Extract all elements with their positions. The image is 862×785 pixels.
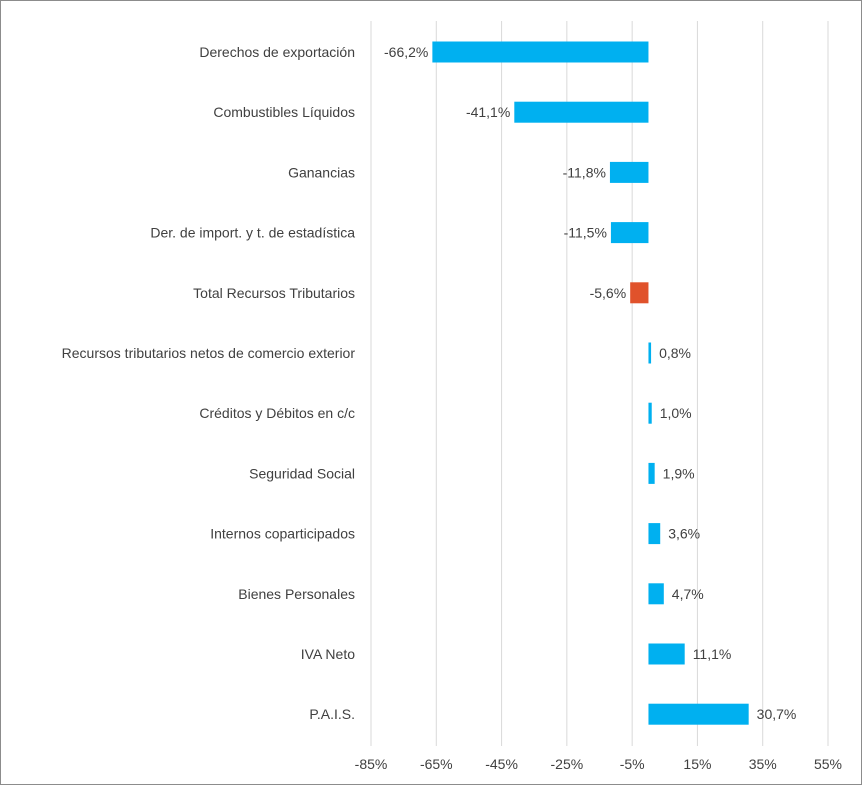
bar <box>432 41 649 63</box>
bar <box>648 643 685 665</box>
bar <box>648 703 749 725</box>
data-label: -11,5% <box>564 225 607 241</box>
category-label: IVA Neto <box>301 646 355 662</box>
data-label: 30,7% <box>757 706 797 722</box>
data-label: 3,6% <box>668 526 700 542</box>
category-label: Combustibles Líquidos <box>213 104 355 120</box>
bar <box>630 282 649 304</box>
x-tick-label: 55% <box>814 756 842 772</box>
data-label: 0,8% <box>659 345 691 361</box>
x-axis-tick-labels: -85% -65% -45% -25% -5% 15% 35% 55% <box>355 756 842 772</box>
data-label: -41,1% <box>466 104 510 120</box>
data-label: 11,1% <box>693 646 732 662</box>
category-labels: Derechos de exportación Combustibles Líqu… <box>62 44 356 722</box>
x-tick-label: -5% <box>620 756 645 772</box>
x-tick-label: 35% <box>749 756 777 772</box>
x-tick-label: -85% <box>355 756 388 772</box>
category-label: Internos coparticipados <box>210 526 355 542</box>
data-label: -11,8% <box>563 164 606 180</box>
data-label: -5,6% <box>590 285 627 301</box>
category-label: Créditos y Débitos en c/c <box>199 405 355 421</box>
bar <box>514 101 649 123</box>
bar <box>648 523 661 545</box>
category-label: Bienes Personales <box>238 586 355 602</box>
category-label: Ganancias <box>288 164 355 180</box>
bar <box>610 222 649 244</box>
bars <box>432 41 749 725</box>
data-label: 1,0% <box>660 405 692 421</box>
grid-lines <box>370 21 829 746</box>
category-label: Seguridad Social <box>249 465 355 481</box>
category-label: P.A.I.S. <box>309 706 355 722</box>
data-label: 1,9% <box>663 465 695 481</box>
category-label: Recursos tributarios netos de comercio e… <box>62 345 356 361</box>
x-tick-label: -45% <box>485 756 518 772</box>
x-tick-label: 15% <box>683 756 711 772</box>
x-tick-label: -65% <box>420 756 453 772</box>
bar <box>648 342 652 364</box>
bar <box>648 583 664 605</box>
category-label: Derechos de exportación <box>199 44 355 60</box>
bar <box>609 161 649 183</box>
category-label: Total Recursos Tributarios <box>193 285 355 301</box>
x-tick-label: -25% <box>551 756 584 772</box>
data-label: -66,2% <box>384 44 428 60</box>
category-label: Der. de import. y t. de estadística <box>150 225 355 241</box>
data-label: 4,7% <box>672 586 704 602</box>
bar <box>648 462 655 484</box>
bar <box>648 402 652 424</box>
data-labels: -66,2% -41,1% -11,8% -11,5% -5,6% 0,8% 1,0% 1,9… <box>384 44 796 722</box>
